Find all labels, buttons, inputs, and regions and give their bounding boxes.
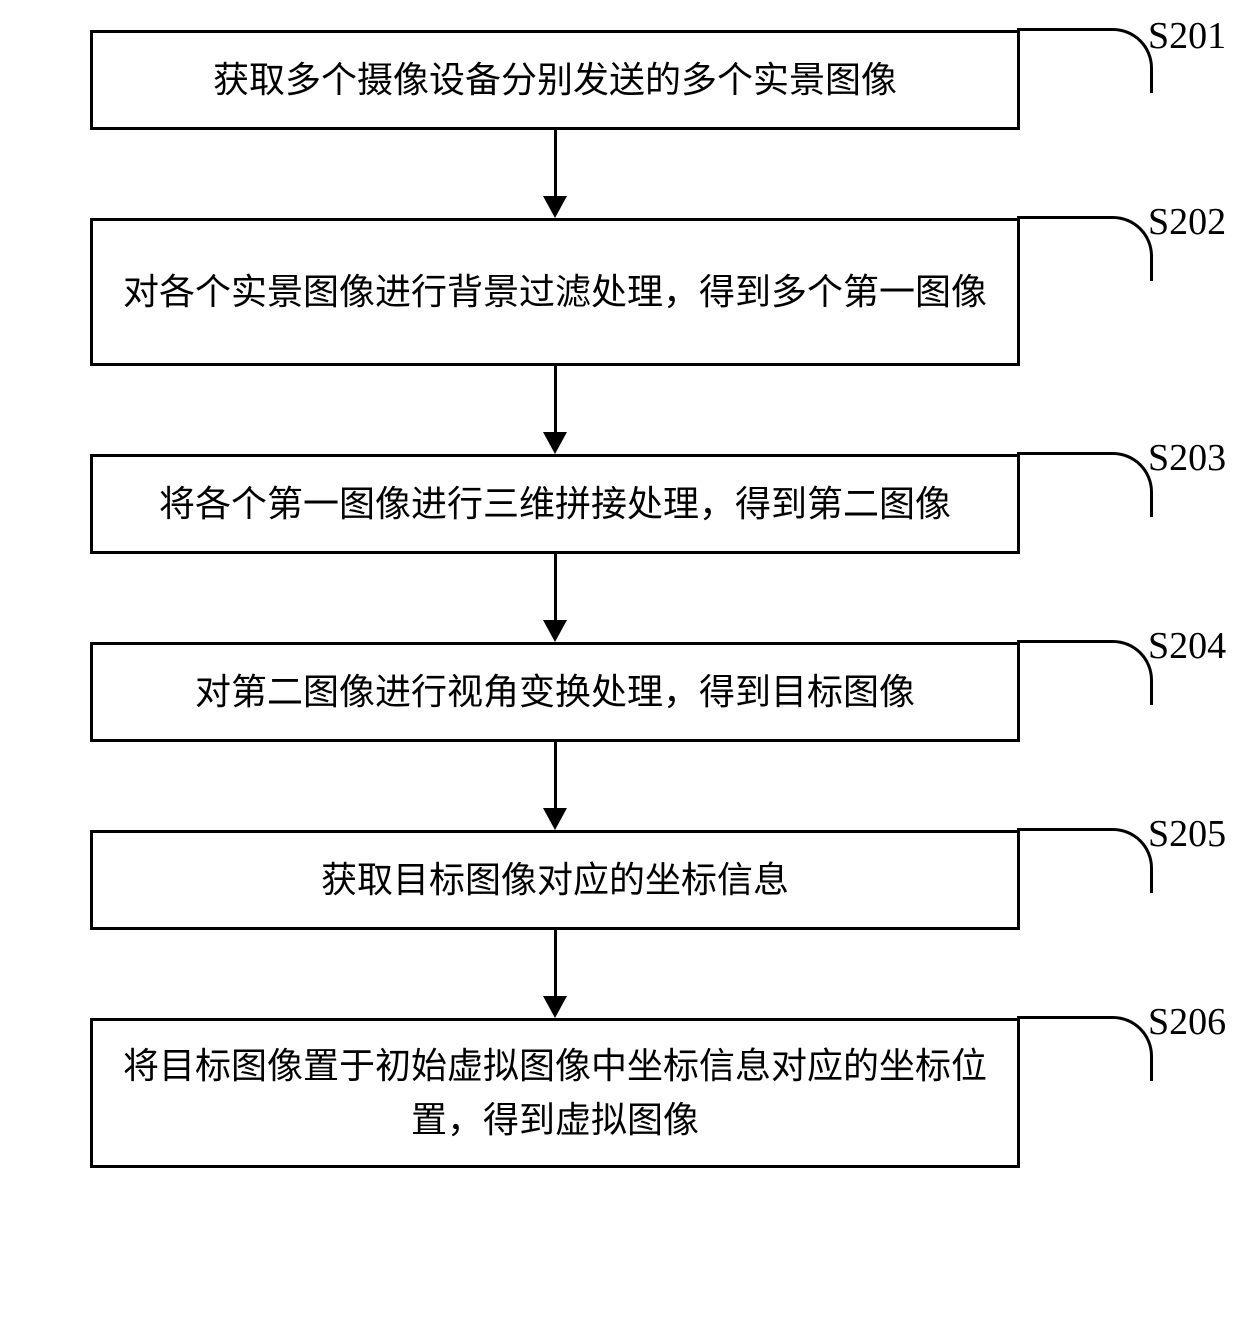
arrow-3 <box>543 554 567 642</box>
step-box-S201: 获取多个摄像设备分别发送的多个实景图像 <box>90 30 1020 130</box>
step-label-S201: S201 <box>1148 14 1226 58</box>
arrow-head <box>543 620 567 642</box>
label-connector-S203 <box>1017 452 1153 517</box>
label-connector-S205 <box>1017 828 1153 893</box>
arrow-head <box>543 808 567 830</box>
step-box-S205: 获取目标图像对应的坐标信息 <box>90 830 1020 930</box>
arrow-head <box>543 996 567 1018</box>
arrow-head <box>543 432 567 454</box>
step-box-S206: 将目标图像置于初始虚拟图像中坐标信息对应的坐标位置，得到虚拟图像 <box>90 1018 1020 1168</box>
step-box-S203: 将各个第一图像进行三维拼接处理，得到第二图像 <box>90 454 1020 554</box>
step-box-S202: 对各个实景图像进行背景过滤处理，得到多个第一图像 <box>90 218 1020 366</box>
arrow-1 <box>543 130 567 218</box>
label-connector-S202 <box>1017 216 1153 281</box>
arrow-line <box>554 742 557 808</box>
label-connector-S204 <box>1017 640 1153 705</box>
step-label-S204: S204 <box>1148 624 1226 668</box>
flowchart-canvas: 获取多个摄像设备分别发送的多个实景图像 S201 对各个实景图像进行背景过滤处理，得… <box>0 0 1240 1318</box>
step-label-S205: S205 <box>1148 812 1226 856</box>
label-connector-S206 <box>1017 1016 1153 1081</box>
step-box-S204: 对第二图像进行视角变换处理，得到目标图像 <box>90 642 1020 742</box>
step-label-S202: S202 <box>1148 200 1226 244</box>
arrow-line <box>554 930 557 996</box>
arrow-line <box>554 554 557 620</box>
arrow-2 <box>543 366 567 454</box>
arrow-head <box>543 196 567 218</box>
step-label-S203: S203 <box>1148 436 1226 480</box>
arrow-4 <box>543 742 567 830</box>
arrow-5 <box>543 930 567 1018</box>
step-label-S206: S206 <box>1148 1000 1226 1044</box>
arrow-line <box>554 130 557 196</box>
arrow-line <box>554 366 557 432</box>
label-connector-S201 <box>1017 28 1153 93</box>
